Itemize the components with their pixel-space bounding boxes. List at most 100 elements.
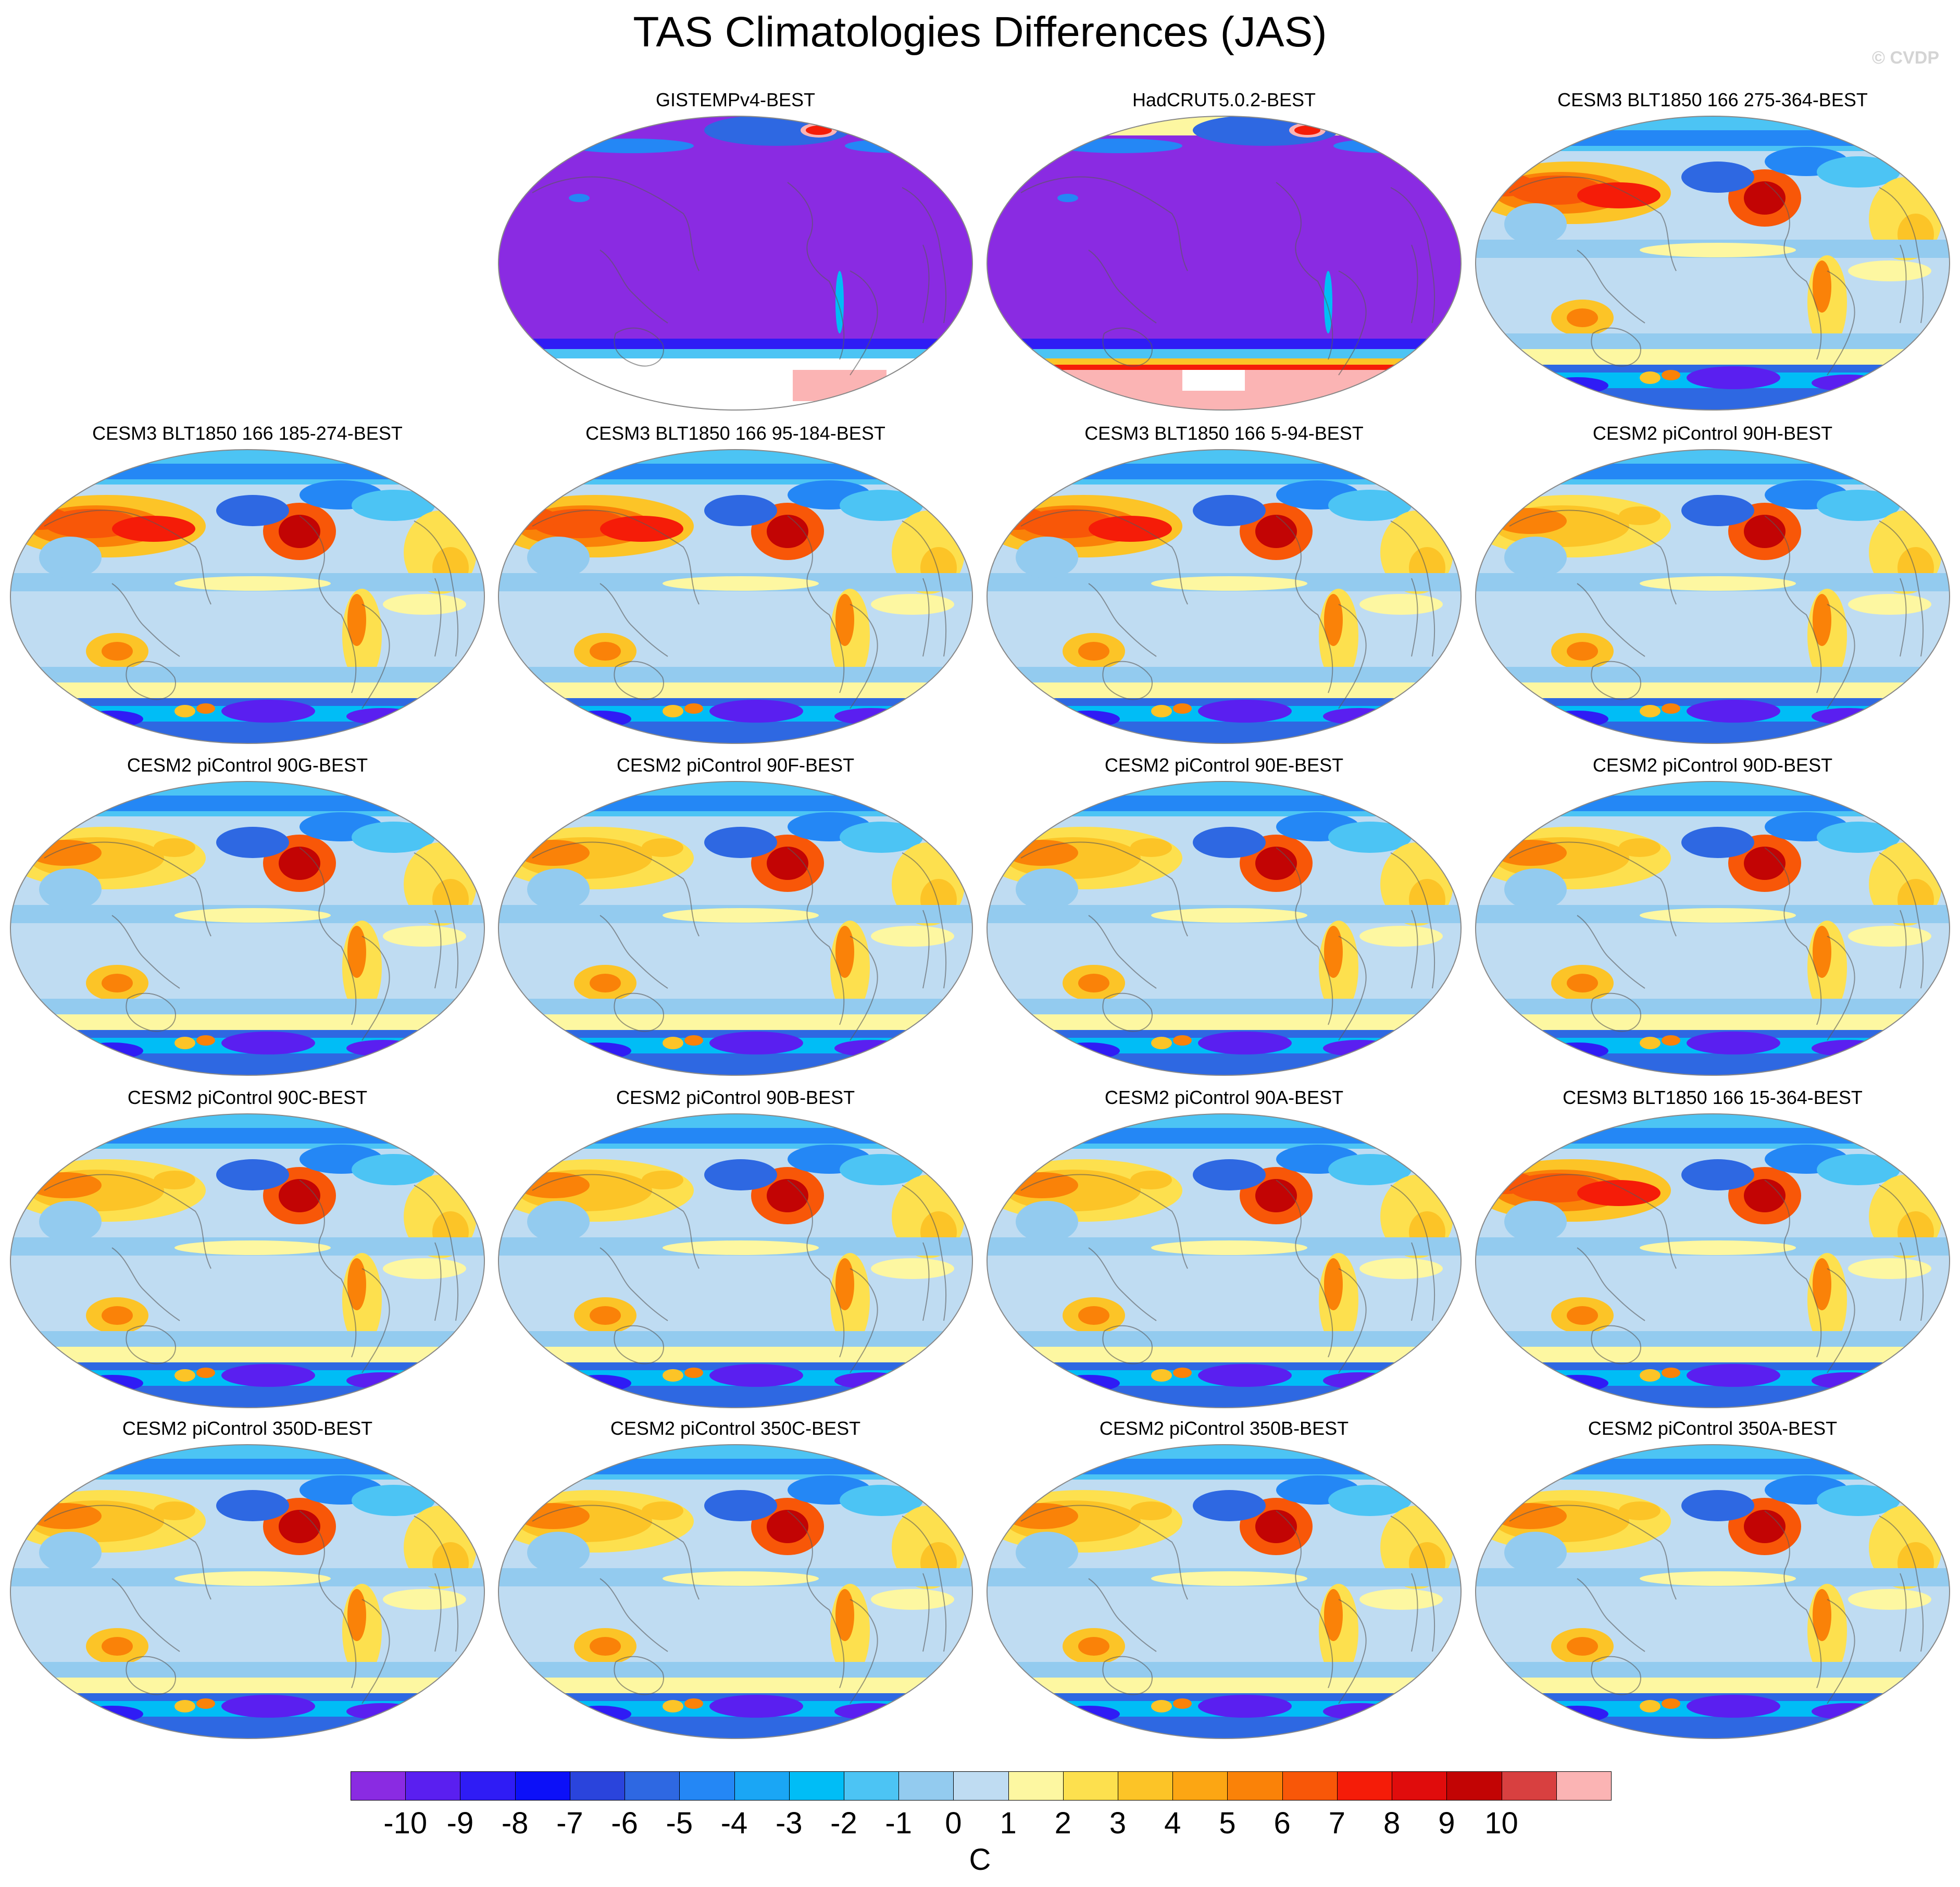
antarctic-anomaly — [346, 1040, 419, 1057]
australia-anomaly — [1567, 1306, 1598, 1325]
arctic-band — [1476, 1459, 1950, 1474]
atlantic-anomaly — [383, 1258, 466, 1279]
arctic-band — [10, 796, 484, 811]
panel-title: CESM2 piControl 90B-BEST — [616, 1087, 855, 1108]
coastline — [902, 187, 947, 324]
world-map — [987, 1444, 1462, 1739]
panel-title: CESM3 BLT1850 166 5-94-BEST — [1084, 423, 1364, 444]
coastline — [1102, 1656, 1153, 1695]
colorbar-segment — [1337, 1771, 1393, 1801]
antarctic-anomaly — [1812, 1372, 1884, 1389]
arctic-band — [498, 796, 972, 811]
south-america-anomaly — [835, 1589, 854, 1641]
coastline — [1591, 1656, 1641, 1695]
coastline — [1900, 1242, 1907, 1321]
antarctic-anomaly — [196, 1035, 215, 1046]
coastline — [1338, 936, 1367, 1041]
panel-title: CESM3 BLT1850 166 95-184-BEST — [585, 423, 885, 444]
world-map — [10, 449, 485, 744]
coastline — [1764, 515, 1822, 693]
southern-ocean-band — [498, 682, 972, 698]
antarctic-anomaly — [81, 1042, 143, 1059]
south-america-anomaly — [347, 1258, 366, 1310]
maritime-continent — [1504, 203, 1567, 245]
world-map — [987, 116, 1462, 411]
colorbar-segment — [898, 1771, 954, 1801]
map-panel: CESM2 piControl 350A-BEST — [1473, 1417, 1952, 1743]
antarctic-anomaly — [1640, 1369, 1661, 1382]
equatorial-anomaly — [1151, 1571, 1307, 1586]
australia-anomaly — [590, 642, 621, 661]
coastline — [1338, 1268, 1367, 1373]
north-america-anomaly — [767, 847, 808, 880]
north-america-anomaly — [767, 1179, 808, 1212]
eurasia-anomaly — [1005, 1503, 1078, 1529]
antarctic-anomaly — [1662, 703, 1680, 714]
coastline — [532, 841, 700, 937]
colorbar-tick-label: 6 — [1274, 1806, 1291, 1840]
coastline — [787, 847, 845, 1025]
coastline — [1338, 1599, 1367, 1704]
arctic-band — [1476, 796, 1950, 811]
australia-anomaly — [1078, 1637, 1109, 1656]
map-outline — [10, 449, 485, 744]
eurasia-anomaly — [154, 1501, 195, 1520]
coastline — [126, 1325, 176, 1364]
coastline — [1390, 1516, 1435, 1652]
antarctic-anomaly — [1057, 1706, 1120, 1722]
antarctic-anomaly — [834, 708, 907, 725]
coastline — [1276, 515, 1333, 693]
antarctic-anomaly — [174, 1037, 195, 1049]
colorbar-segment — [1501, 1771, 1557, 1801]
coastline — [850, 1599, 878, 1704]
antarctic-anomaly — [81, 1706, 143, 1722]
coastline — [1102, 1325, 1153, 1364]
antarctic-anomaly — [569, 1042, 631, 1059]
coastline — [850, 936, 878, 1041]
colorbar-tick-label: 8 — [1383, 1806, 1401, 1840]
coastline — [1900, 578, 1907, 657]
antarctic-anomaly — [1687, 366, 1780, 389]
southern-ocean-band — [10, 682, 484, 698]
north-pacific-anomaly — [1577, 1180, 1661, 1206]
coastline — [922, 1573, 930, 1652]
maritime-continent — [527, 868, 590, 910]
watermark: © CVDP — [1872, 48, 1939, 68]
arctic-band — [987, 464, 1461, 479]
equatorial-anomaly — [1640, 908, 1796, 923]
coastline — [787, 515, 845, 693]
antarctic-anomaly — [709, 700, 803, 723]
australia-anomaly — [1567, 642, 1598, 661]
north-america-anomaly — [767, 515, 808, 548]
antarctic-anomaly — [1057, 711, 1120, 727]
colorbar-tick-label: -5 — [666, 1806, 693, 1840]
coastline — [111, 915, 180, 989]
coastline — [614, 992, 664, 1032]
coastline — [1879, 520, 1924, 657]
map-outline — [987, 1444, 1462, 1739]
antarctic-anomaly — [1546, 1042, 1608, 1059]
atlantic-anomaly — [1848, 1258, 1931, 1279]
map-panel: CESM3 BLT1850 166 275-364-BEST — [1473, 89, 1952, 414]
eurasia-anomaly — [154, 838, 195, 857]
coastline — [1390, 187, 1435, 324]
coastline — [1827, 604, 1855, 709]
europe-anomaly — [840, 490, 923, 521]
colorbar-segment — [460, 1771, 516, 1801]
coastline — [361, 604, 390, 709]
coastline — [1591, 661, 1641, 700]
panel-title: CESM2 piControl 350B-BEST — [1099, 1418, 1349, 1439]
colorbar-segment — [351, 1771, 406, 1801]
eurasia-anomaly — [29, 840, 102, 866]
southern-band — [498, 349, 972, 359]
eurasia-anomaly — [642, 1171, 683, 1189]
coastline — [532, 1505, 700, 1600]
southern-band — [987, 349, 1461, 359]
europe-anomaly — [840, 1154, 923, 1185]
southern-ocean-band — [987, 1678, 1461, 1693]
world-map — [1475, 1444, 1950, 1739]
north-america-anomaly — [279, 1179, 320, 1212]
canada-anomaly — [1681, 1490, 1754, 1521]
maritime-continent — [1504, 537, 1567, 578]
europe-anomaly — [1328, 822, 1412, 853]
